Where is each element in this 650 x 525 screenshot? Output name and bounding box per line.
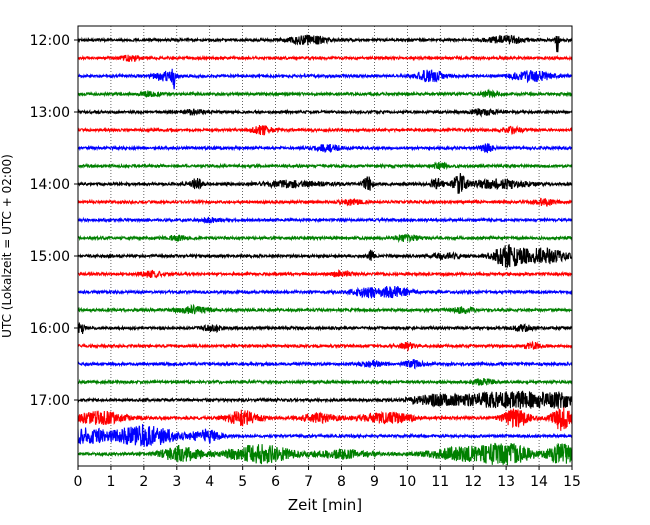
x-tick-label: 3	[172, 474, 181, 490]
x-tick-label: 14	[530, 474, 548, 490]
trace-1630	[77, 359, 573, 370]
trace-1300	[77, 108, 573, 118]
trace-1615	[77, 340, 573, 353]
x-tick-label: 5	[238, 474, 247, 490]
x-axis-label: Zeit [min]	[288, 496, 362, 514]
y-tick-label: 17:00	[30, 393, 70, 409]
y-axis-label: UTC (Lokalzeit = UTC + 02:00)	[0, 154, 14, 338]
x-tick-label: 0	[74, 474, 83, 490]
trace-1500	[77, 244, 573, 270]
trace-1700	[77, 390, 573, 409]
trace-1545	[77, 303, 573, 315]
trace-1230	[77, 68, 573, 90]
x-tick-label: 12	[464, 474, 482, 490]
trace-1645	[77, 377, 573, 386]
trace-1415	[77, 197, 573, 207]
y-tick-label: 14:00	[30, 177, 70, 193]
trace-1400	[77, 173, 573, 194]
trace-1600	[77, 322, 573, 335]
trace-1715	[77, 407, 573, 431]
plot-frame	[77, 25, 573, 467]
trace-layer	[77, 34, 573, 466]
x-tick-label: 6	[271, 474, 280, 490]
trace-1245	[77, 88, 573, 99]
x-tick-layer: 0 1 2 3 4 5 6 7 8 9 10 11 12 13 14 15	[74, 466, 581, 490]
y-tick-layer: 12:00 13:00 14:00 15:00 16:00 17:00	[30, 33, 78, 409]
x-tick-label: 8	[337, 474, 346, 490]
trace-1215	[77, 54, 573, 62]
trace-1445	[77, 233, 573, 244]
x-tick-label: 9	[370, 474, 379, 490]
y-tick-label: 15:00	[30, 249, 70, 265]
x-tick-label: 15	[563, 474, 581, 490]
x-tick-label: 2	[139, 474, 148, 490]
x-tick-label: 11	[431, 474, 449, 490]
x-tick-label: 7	[304, 474, 313, 490]
x-tick-label: 4	[205, 474, 214, 490]
y-tick-label: 12:00	[30, 33, 70, 49]
trace-1745	[77, 442, 573, 466]
trace-1530	[77, 285, 573, 299]
trace-1345	[77, 161, 573, 171]
x-tick-label: 13	[497, 474, 515, 490]
trace-1200	[77, 34, 573, 53]
trace-1330	[77, 143, 573, 154]
trace-1730	[77, 423, 573, 447]
trace-1315	[77, 124, 573, 136]
y-tick-label: 13:00	[30, 105, 70, 121]
x-tick-label: 10	[398, 474, 416, 490]
trace-1430	[77, 216, 573, 225]
trace-1515	[77, 269, 573, 279]
x-tick-label: 1	[106, 474, 115, 490]
y-tick-label: 16:00	[30, 321, 70, 337]
